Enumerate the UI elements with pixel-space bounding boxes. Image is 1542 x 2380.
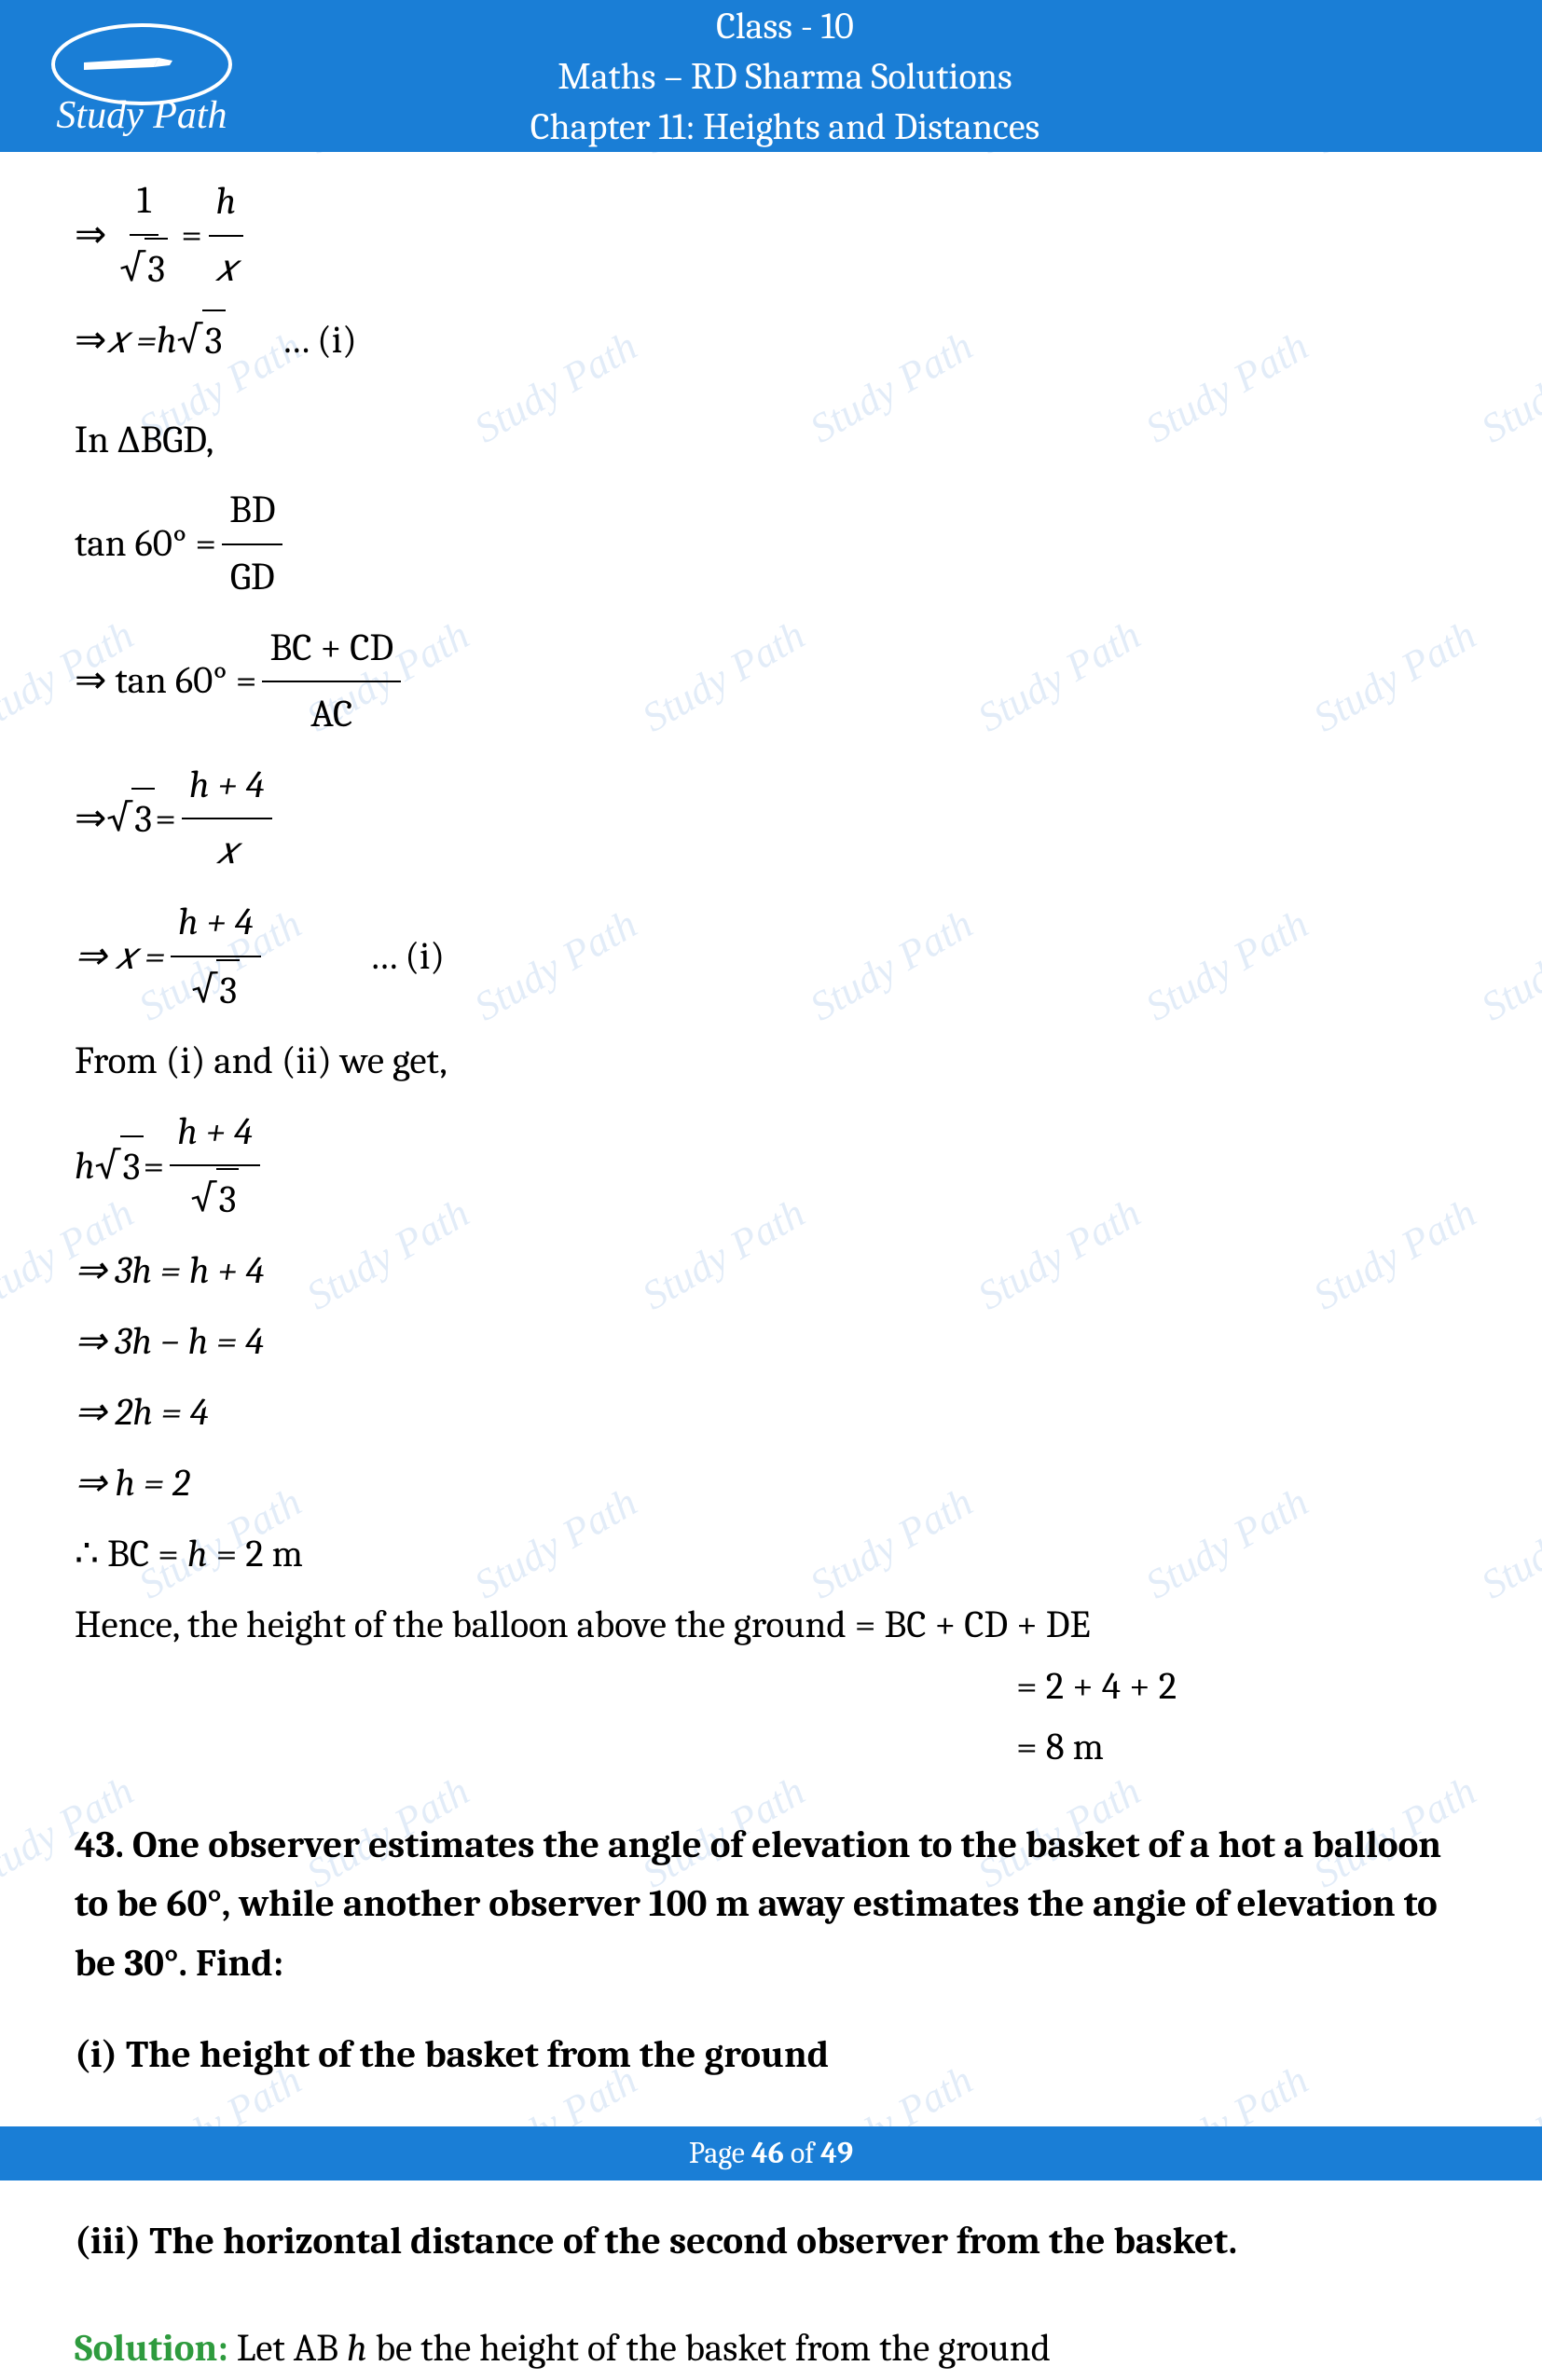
question-43-i: (i) The height of the basket from the gr… (75, 2025, 1467, 2086)
equation-11: ⇒ h = 2 (75, 1453, 1467, 1515)
equals: = (181, 205, 202, 267)
equation-6: ⇒ 𝑥 = h + 4 √3 … (i) (75, 892, 1467, 1022)
equation-4: ⇒ tan 60° = BC + CD AC (75, 618, 1467, 746)
header-line-3: Chapter 11: Heights and Distances (256, 102, 1314, 152)
text-line: In ∆BGD, (75, 410, 1467, 472)
footer-current-page: 46 (751, 2136, 784, 2170)
equation-12: ∴ BC = h = 2 m (75, 1524, 1467, 1586)
numerator: BC + CD (262, 618, 401, 683)
radicand: 3 (131, 788, 155, 851)
header-line-1: Class - 10 (256, 1, 1314, 51)
denominator: GD (223, 545, 282, 609)
eq-label: … (i) (369, 927, 445, 988)
radicand: 3 (145, 238, 168, 301)
arrow: ⇒ (75, 789, 106, 850)
numerator: h + 4 (189, 764, 265, 807)
denominator: AC (303, 682, 360, 746)
radicand: 3 (216, 959, 240, 1023)
equation-7: h √3 = h + 4 √3 (75, 1102, 1467, 1231)
equals: = (144, 1136, 165, 1198)
question-43: 43. One observer estimates the angle of … (75, 1816, 1467, 1994)
solution-label: Solution: (75, 2327, 228, 2371)
result-line-1: Hence, the height of the balloon above t… (75, 1595, 1467, 1657)
lhs: ⇒ 𝑥 = (75, 927, 165, 988)
page-footer: Page 46 of 49 (0, 2126, 1542, 2181)
numerator: 1 (130, 171, 158, 236)
h: h (75, 1136, 95, 1198)
lhs: tan 60° = (75, 514, 216, 575)
question-43-iii: (iii) The horizontal distance of the sec… (75, 2211, 1467, 2273)
footer-mid: of (784, 2136, 820, 2170)
header-title: Class - 10 Maths – RD Sharma Solutions C… (256, 1, 1314, 152)
logo: Study Path (28, 16, 256, 137)
equals: = (155, 789, 176, 850)
numerator: h + 4 (177, 1110, 253, 1154)
solution-line: Solution: Let AB h be the height of the … (75, 2318, 1467, 2380)
denominator: 𝑥 (209, 819, 245, 883)
equation-8: ⇒ 3h = h + 4 (75, 1241, 1467, 1302)
svg-text:Study Path: Study Path (56, 94, 227, 137)
lhs: ⇒ tan 60° = (75, 651, 256, 712)
result-line-3: = 8 m (75, 1717, 1467, 1779)
solution-text: Let AB h be the height of the basket fro… (228, 2327, 1051, 2371)
footer-prefix: Page (689, 2136, 751, 2170)
page-content: ⇒ 1 √3 = h 𝑥 ⇒ 𝑥 = h √3 … (i) In ∆BGD, t… (0, 152, 1542, 2380)
h: h (157, 310, 177, 372)
equation-10: ⇒ 2h = 4 (75, 1383, 1467, 1444)
text-line: From (i) and (ii) we get, (75, 1031, 1467, 1093)
lhs: 𝑥 = (106, 310, 157, 372)
equation-2: ⇒ 𝑥 = h √3 … (i) (75, 310, 1467, 373)
footer-total-pages: 49 (820, 2136, 853, 2170)
radicand: 3 (202, 310, 226, 373)
page-header: Study Path Class - 10 Maths – RD Sharma … (0, 0, 1542, 152)
equation-3: tan 60° = BD GD (75, 480, 1467, 608)
arrow: ⇒ (75, 310, 106, 372)
denominator: 𝑥 (208, 237, 244, 300)
arrow: ⇒ (75, 205, 106, 267)
numerator: h + 4 (178, 901, 254, 944)
radicand: 3 (120, 1135, 144, 1199)
eq-label: … (i) (282, 310, 357, 372)
result-line-2: = 2 + 4 + 2 (75, 1657, 1467, 1718)
equation-9: ⇒ 3h − h = 4 (75, 1312, 1467, 1373)
equation-1: ⇒ 1 √3 = h 𝑥 (75, 171, 1467, 300)
equation-5: ⇒ √3 = h + 4 𝑥 (75, 755, 1467, 883)
radicand: 3 (216, 1168, 240, 1231)
numerator: BD (222, 480, 282, 545)
header-line-2: Maths – RD Sharma Solutions (256, 51, 1314, 102)
numerator: h (209, 172, 244, 237)
